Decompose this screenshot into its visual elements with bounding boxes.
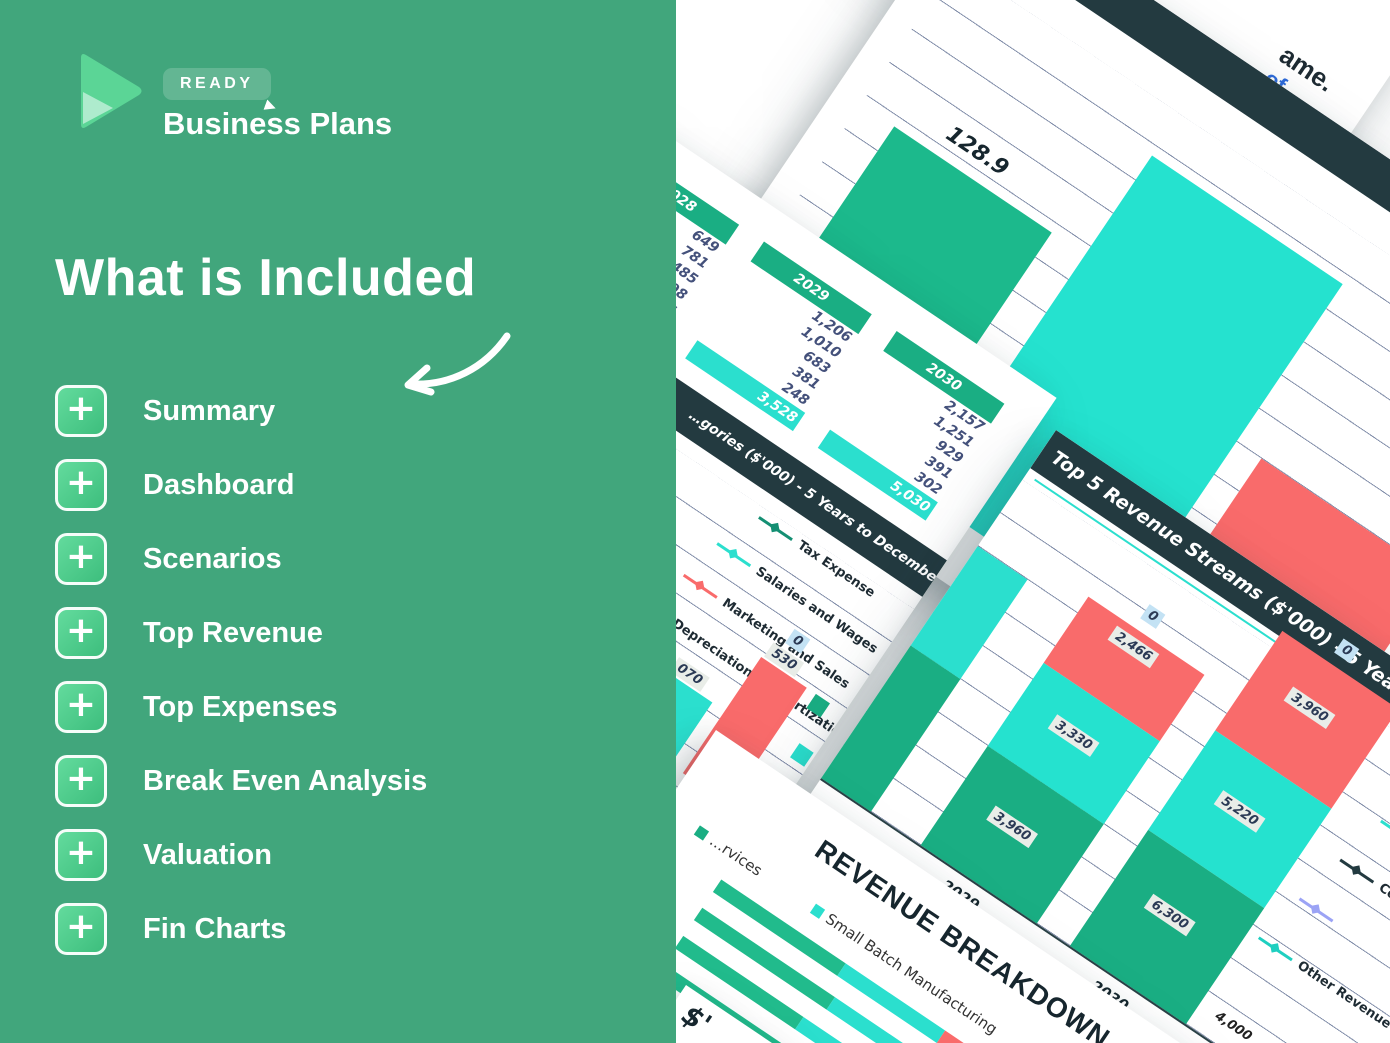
brand-name: Business Plans <box>163 106 392 142</box>
feature-item-fin-charts: + Fin Charts <box>55 903 427 955</box>
feature-label: Scenarios <box>143 542 282 575</box>
plus-icon: + <box>55 533 107 585</box>
page-title: What is Included <box>55 249 477 307</box>
feature-item-summary: + Summary <box>55 385 427 437</box>
curved-arrow-icon <box>395 328 515 405</box>
feature-label: Fin Charts <box>143 912 287 945</box>
feature-item-dashboard: + Dashboard <box>55 459 427 511</box>
plus-icon: + <box>55 755 107 807</box>
feature-label: Top Expenses <box>143 690 338 723</box>
feature-label: Valuation <box>143 838 272 871</box>
title-fragment: $' <box>676 997 718 1041</box>
feature-item-top-revenue: + Top Revenue <box>55 607 427 659</box>
feature-item-scenarios: + Scenarios <box>55 533 427 585</box>
feature-item-valuation: + Valuation <box>55 829 427 881</box>
swatch-icon <box>809 903 826 919</box>
swatch-icon <box>693 825 710 841</box>
feature-label: Top Revenue <box>143 616 323 649</box>
feature-label: Dashboard <box>143 468 295 501</box>
left-panel: READY Business Plans What is Included + … <box>0 0 676 1043</box>
screenshots-collage: ame. of Content 128.9 2028 649 781 485 2… <box>676 0 1390 1043</box>
feature-item-break-even: + Break Even Analysis <box>55 755 428 807</box>
plus-icon: + <box>55 903 107 955</box>
feature-item-top-expenses: + Top Expenses <box>55 681 427 733</box>
feature-label: Summary <box>143 394 276 427</box>
plus-icon: + <box>55 681 107 733</box>
year-values: 2,157 1,251 929 391 302 <box>830 351 991 502</box>
ready-badge: READY <box>163 68 271 100</box>
legend-label: …rvices <box>706 831 766 880</box>
feature-label: Break Even Analysis <box>143 764 428 797</box>
year-values: 1,206 1,010 683 381 248 <box>697 261 858 412</box>
brand-name-text: Business Plans <box>163 106 393 141</box>
feature-list: + Summary + Dashboard + Scenarios + Top … <box>55 385 428 955</box>
play-logo-icon <box>81 54 142 128</box>
plus-icon: + <box>55 607 107 659</box>
plus-icon: + <box>55 829 107 881</box>
plus-icon: + <box>55 459 107 511</box>
plus-icon: + <box>55 385 107 437</box>
